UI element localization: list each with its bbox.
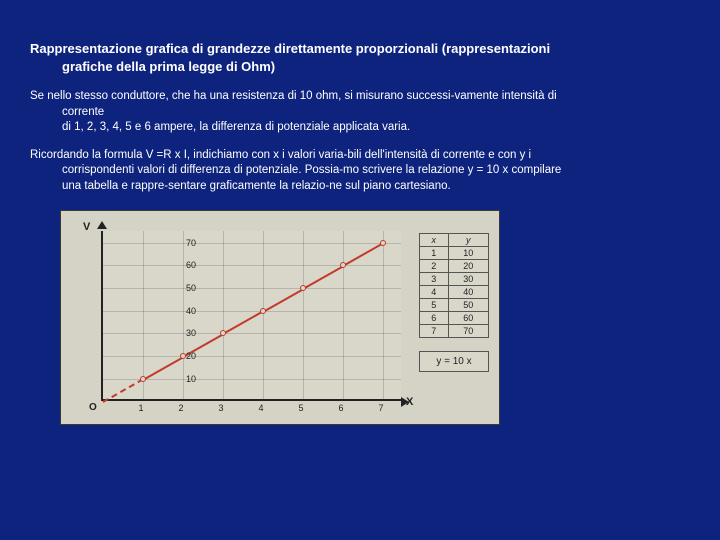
table-cell: 4: [420, 286, 449, 299]
gridline-h: [103, 333, 401, 334]
table-cell: 20: [448, 260, 488, 273]
y-arrow-icon: [97, 221, 107, 229]
table-head-x: x: [420, 234, 449, 247]
y-tick-label: 20: [176, 351, 196, 361]
para2-line1: Ricordando la formula V =R x I, indichia…: [30, 149, 531, 161]
table-row: 550: [420, 299, 489, 312]
x-tick-label: 6: [338, 403, 343, 413]
table-row: 110: [420, 247, 489, 260]
gridline-v: [263, 231, 264, 399]
heading-line2: grafiche della prima legge di Ohm): [30, 58, 690, 76]
table-cell: 3: [420, 273, 449, 286]
y-tick-label: 10: [176, 374, 196, 384]
data-point: [300, 285, 306, 291]
data-line-segment: [263, 288, 304, 312]
paragraph-1: Se nello stesso conduttore, che ha una r…: [30, 89, 690, 136]
table-head-y: y: [448, 234, 488, 247]
y-tick-label: 30: [176, 328, 196, 338]
y-tick-label: 40: [176, 306, 196, 316]
table-cell: 40: [448, 286, 488, 299]
dashed-segment: [103, 379, 144, 403]
heading-line1: Rappresentazione grafica di grandezze di…: [30, 41, 550, 56]
plot-area: [101, 231, 401, 401]
gridline-v: [223, 231, 224, 399]
formula-box: y = 10 x: [419, 351, 489, 372]
data-point: [380, 240, 386, 246]
page-heading: Rappresentazione grafica di grandezze di…: [30, 40, 690, 75]
x-arrow-icon: [401, 397, 409, 407]
gridline-h: [103, 311, 401, 312]
x-tick-label: 3: [218, 403, 223, 413]
paragraph-2: Ricordando la formula V =R x I, indichia…: [30, 148, 690, 195]
table-cell: 5: [420, 299, 449, 312]
gridline-h: [103, 243, 401, 244]
para2-line3: una tabella e rappre-sentare graficament…: [30, 179, 690, 195]
x-tick-label: 7: [378, 403, 383, 413]
gridline-v: [383, 231, 384, 399]
gridline-h: [103, 356, 401, 357]
table-row: 440: [420, 286, 489, 299]
table-cell: 50: [448, 299, 488, 312]
table-row: 220: [420, 260, 489, 273]
data-line-segment: [343, 243, 384, 267]
x-tick-label: 1: [138, 403, 143, 413]
chart-figure: V X O x y 110220330440550660770 y = 10 x…: [60, 210, 500, 425]
table-cell: 1: [420, 247, 449, 260]
para1-line3: di 1, 2, 3, 4, 5 e 6 ampere, la differen…: [30, 120, 690, 136]
data-point: [220, 330, 226, 336]
data-line-segment: [303, 265, 344, 289]
para1-line2: corrente: [30, 105, 690, 121]
data-point: [140, 376, 146, 382]
table-cell: 60: [448, 312, 488, 325]
table-cell: 30: [448, 273, 488, 286]
gridline-v: [303, 231, 304, 399]
data-line-segment: [223, 311, 264, 335]
data-point: [340, 262, 346, 268]
table-cell: 7: [420, 325, 449, 338]
data-table: x y 110220330440550660770: [419, 233, 489, 338]
gridline-v: [343, 231, 344, 399]
table-row: 330: [420, 273, 489, 286]
para2-line2: corrispondenti valori di differenza di p…: [30, 163, 690, 179]
table-row: 660: [420, 312, 489, 325]
origin-label: O: [89, 402, 97, 413]
y-axis-title: V: [83, 221, 90, 233]
para1-line1: Se nello stesso conduttore, che ha una r…: [30, 90, 557, 102]
y-tick-label: 70: [176, 238, 196, 248]
table-cell: 70: [448, 325, 488, 338]
table-cell: 6: [420, 312, 449, 325]
gridline-h: [103, 379, 401, 380]
table-cell: 10: [448, 247, 488, 260]
table-row: 770: [420, 325, 489, 338]
x-tick-label: 5: [298, 403, 303, 413]
x-tick-label: 2: [178, 403, 183, 413]
table-cell: 2: [420, 260, 449, 273]
data-point: [260, 308, 266, 314]
x-tick-label: 4: [258, 403, 263, 413]
gridline-h: [103, 288, 401, 289]
gridline-h: [103, 265, 401, 266]
y-tick-label: 60: [176, 260, 196, 270]
gridline-v: [143, 231, 144, 399]
y-tick-label: 50: [176, 283, 196, 293]
